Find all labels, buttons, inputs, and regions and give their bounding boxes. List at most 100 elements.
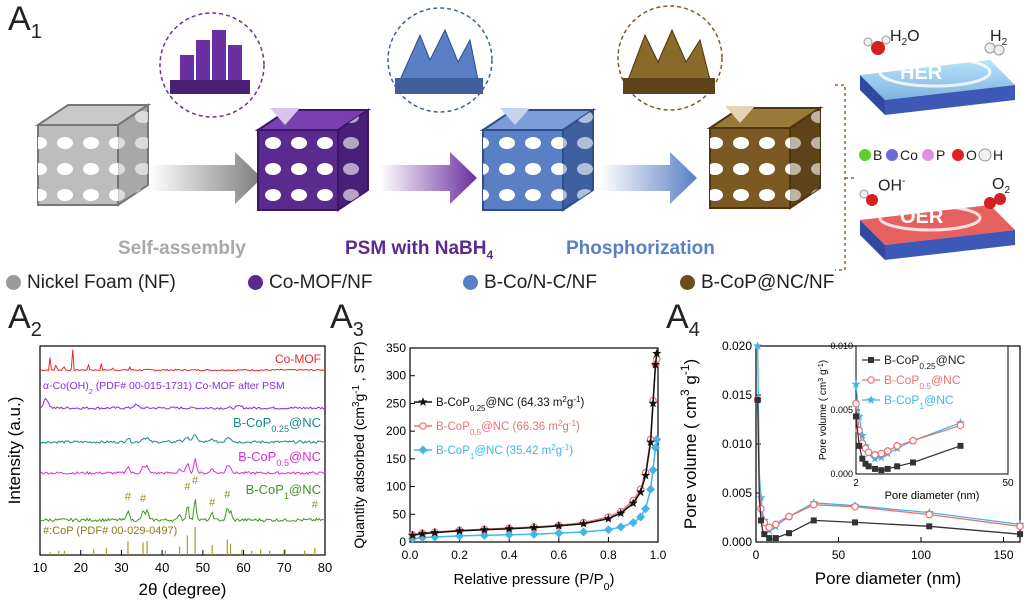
pore-point bbox=[765, 523, 774, 532]
xrd-xtick-label: 30 bbox=[114, 560, 128, 575]
inset-point bbox=[871, 451, 879, 459]
bet-point bbox=[430, 527, 440, 537]
bet-point bbox=[616, 522, 626, 532]
pore-point bbox=[761, 531, 768, 538]
legend-dot bbox=[463, 275, 478, 290]
pore-point bbox=[926, 523, 933, 530]
xrd-peak-marker: # bbox=[140, 493, 147, 505]
inset-point bbox=[883, 447, 892, 455]
inset-point bbox=[878, 467, 885, 474]
pore-point bbox=[754, 396, 761, 403]
pore-xlabel: Pore diameter (nm) bbox=[815, 569, 961, 588]
h2-label: H2 bbox=[990, 28, 1008, 49]
bet-legend-marker bbox=[418, 397, 428, 406]
inset-point bbox=[864, 448, 873, 457]
b-cop-zoom bbox=[617, 5, 755, 123]
bet-point bbox=[455, 526, 465, 535]
xrd-series-bcop1 bbox=[39, 499, 326, 523]
inset-point bbox=[853, 413, 859, 420]
inset-point bbox=[957, 442, 964, 449]
pore-point bbox=[757, 517, 764, 524]
arrow-psm bbox=[380, 152, 477, 204]
h2-molecule-icon bbox=[984, 42, 1005, 56]
pore-legend-label: B-CoP0.25@NC bbox=[884, 353, 966, 371]
inset-point bbox=[859, 455, 866, 462]
bet-point bbox=[648, 398, 658, 408]
inset-xtick-label: 2 bbox=[853, 478, 859, 489]
xrd-label-cooh: α-Co(OH)2 (PDF# 00-015-1731) Co-MOF afte… bbox=[43, 380, 285, 396]
b-co-nc-zoom bbox=[387, 7, 530, 125]
bet-point bbox=[651, 443, 661, 453]
xrd-series-bcop05 bbox=[39, 458, 326, 475]
xrd-label-bcop1: B-CoP1@NC bbox=[246, 482, 321, 501]
inset-ytick-label: 0.010 bbox=[830, 341, 853, 351]
inset-point bbox=[910, 459, 916, 466]
pore-point bbox=[810, 517, 817, 524]
bet-legend-label: B-CoP0.5@NC (66.36 m2g-1) bbox=[436, 419, 580, 437]
xrd-peak-marker: # bbox=[125, 491, 132, 503]
pore-ytick-label: 0.000 bbox=[722, 535, 752, 549]
xrd-label-bcop05: B-CoP0.5@NC bbox=[238, 449, 321, 468]
bet-ytick-label: 0 bbox=[399, 535, 406, 549]
pore-xtick-label: 0 bbox=[753, 548, 760, 562]
pore-legend-label: B-CoP1@NC bbox=[884, 393, 954, 411]
xrd-xtick-label: 10 bbox=[33, 560, 47, 575]
legend-comof: Co-MOF/NF bbox=[248, 272, 372, 294]
xrd-xtick-label: 70 bbox=[277, 560, 291, 575]
bet-series-line bbox=[412, 353, 658, 537]
bet-point bbox=[579, 518, 589, 528]
bet-legend-label: B-CoP0.25@NC (64.33 m2g-1) bbox=[436, 395, 584, 413]
bet-point bbox=[652, 348, 662, 358]
legend-dot bbox=[6, 275, 21, 290]
pore-xtick-label: 50 bbox=[832, 548, 846, 562]
bet-legend-label: B-CoP1@NC (35.42 m2g-1) bbox=[436, 443, 573, 461]
pore-chart: 0 50 100 150 0.000 0.005 0.010 0.015 0.020 Pore d… bbox=[678, 339, 1024, 588]
element-legend bbox=[859, 148, 992, 162]
xrd-xtick-label: 40 bbox=[155, 560, 169, 575]
bet-ytick-label: 100 bbox=[386, 480, 406, 494]
legend-bcop: B-CoP@NC/NF bbox=[680, 272, 834, 294]
xrd-chart: 10 20 30 40 50 60 70 80 2θ (degree) Intensity (a.… bbox=[5, 345, 332, 599]
o2-molecule-icon bbox=[984, 193, 1006, 209]
pore-ytick-label: 0.005 bbox=[722, 486, 752, 500]
inset-point bbox=[856, 442, 863, 449]
bet-point bbox=[641, 470, 651, 480]
bet-point bbox=[579, 527, 589, 537]
xrd-peak-marker: # bbox=[184, 481, 191, 493]
bet-point bbox=[603, 525, 613, 535]
inset-point bbox=[884, 465, 891, 472]
pore-series-line bbox=[757, 399, 1021, 540]
pore-point bbox=[809, 500, 818, 509]
bet-point bbox=[407, 530, 417, 540]
xrd-label-ref: #:CoP (PDF# 00-029-0497) bbox=[43, 525, 177, 537]
pore-point bbox=[1017, 531, 1023, 538]
bet-point bbox=[455, 531, 465, 541]
bet-legend-marker bbox=[419, 422, 427, 430]
inset-ytick-label: 0.000 bbox=[830, 469, 853, 479]
arrow-phosphorization bbox=[600, 152, 697, 204]
xrd-peak-marker: # bbox=[312, 499, 319, 511]
bet-point bbox=[641, 504, 651, 514]
oer-label: OER bbox=[900, 206, 944, 228]
xrd-xtick-label: 50 bbox=[196, 560, 210, 575]
her-slab bbox=[860, 56, 1015, 115]
xrd-frame bbox=[39, 345, 326, 556]
step-self-assembly: Self-assembly bbox=[118, 238, 246, 259]
bet-xtick-label: 0.6 bbox=[550, 548, 567, 562]
xrd-xtick-label: 80 bbox=[318, 560, 332, 575]
pore-ytick-label: 0.020 bbox=[722, 339, 752, 353]
co-mof-zoom bbox=[159, 12, 300, 125]
legend-dot bbox=[248, 275, 263, 290]
xrd-ylabel: Intensity (a.u.) bbox=[5, 397, 24, 505]
bet-xtick-label: 1.0 bbox=[650, 548, 667, 562]
bet-point bbox=[554, 528, 564, 538]
pore-point bbox=[753, 341, 763, 350]
bet-point bbox=[479, 525, 489, 534]
bracket bbox=[835, 84, 855, 271]
legend-dot bbox=[680, 275, 695, 290]
bet-point bbox=[652, 434, 662, 444]
pore-xtick-label: 150 bbox=[993, 548, 1013, 562]
pore-legend-marker bbox=[868, 357, 874, 363]
inset-point bbox=[862, 460, 869, 467]
bet-point bbox=[648, 465, 658, 475]
